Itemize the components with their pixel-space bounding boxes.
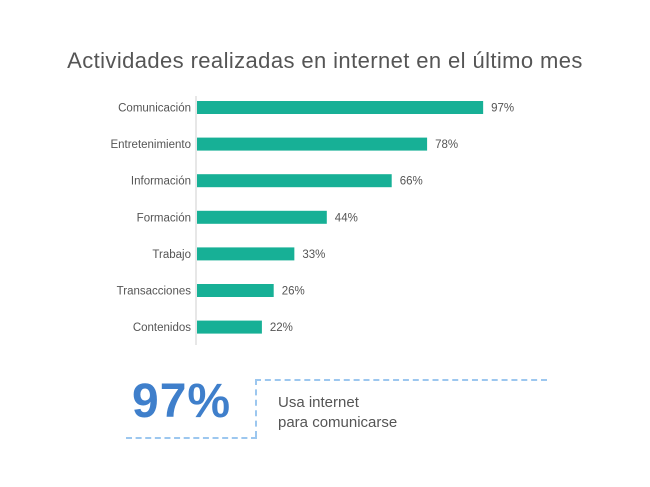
- highlight-caption-line2: para comunicarse: [278, 414, 398, 431]
- bar: [197, 137, 428, 151]
- value-label: 78%: [435, 139, 458, 151]
- chart-title: Actividades realizadas en internet en el…: [67, 48, 583, 73]
- highlight-caption: Usa internet para comunicarse: [278, 393, 397, 433]
- value-label: 44%: [335, 212, 358, 224]
- bars-group: Comunicación 97% Entretenimiento 78% Informa…: [110, 101, 514, 334]
- bar: [197, 210, 327, 224]
- highlight-caption-line1: Usa internet: [278, 394, 359, 411]
- highlight-percentage: 97%: [132, 375, 232, 428]
- category-label: Comunicación: [118, 103, 191, 115]
- category-label: Información: [131, 176, 191, 188]
- highlight-border-bottom: [126, 437, 257, 439]
- bar: [197, 284, 274, 297]
- category-label: Transacciones: [117, 286, 192, 298]
- highlight-border-top: [255, 379, 547, 381]
- category-label: Trabajo: [152, 249, 191, 261]
- bar-chart: Comunicación 97% Entretenimiento 78% Informa…: [110, 96, 514, 345]
- value-label: 33%: [302, 249, 325, 261]
- value-label: 22%: [270, 322, 293, 334]
- category-label: Contenidos: [133, 322, 191, 334]
- value-label: 26%: [282, 286, 305, 298]
- highlight-border-left: [255, 379, 257, 437]
- bar: [197, 101, 484, 114]
- bar: [197, 174, 392, 188]
- category-label: Entretenimiento: [110, 139, 191, 151]
- value-label: 66%: [400, 176, 423, 188]
- value-label: 97%: [491, 103, 514, 115]
- bar: [197, 247, 295, 261]
- bar: [197, 320, 262, 334]
- category-label: Formación: [137, 212, 191, 224]
